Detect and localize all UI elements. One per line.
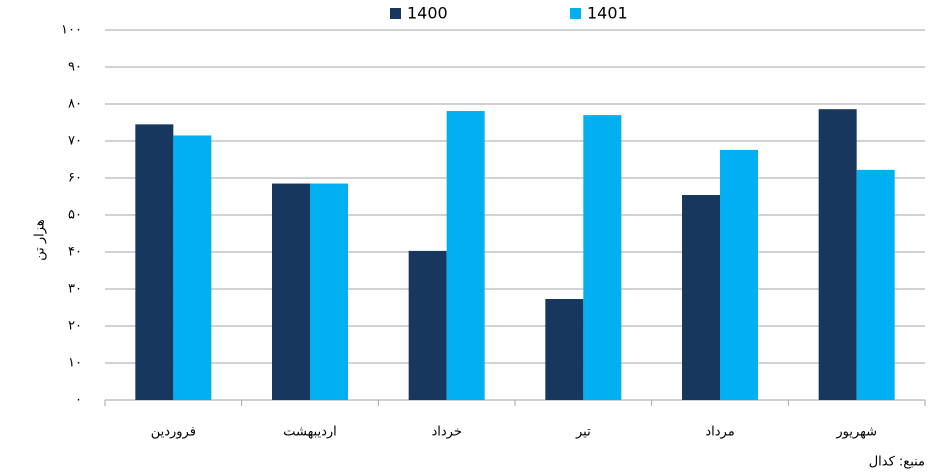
bar (408, 250, 447, 400)
bar (446, 111, 485, 400)
y-tick-label: ۸۰ (68, 97, 82, 112)
x-tick-label: شهریور (835, 425, 877, 440)
y-tick-label: ۱۰۰ (61, 23, 82, 38)
bar (818, 109, 857, 401)
x-tick-label: خرداد (431, 425, 461, 440)
legend-swatch (390, 8, 401, 19)
x-tick-label: مرداد (705, 425, 734, 440)
bar (545, 298, 584, 400)
bar (135, 124, 174, 400)
y-tick-label: ۱۰ (68, 356, 82, 371)
bar (583, 115, 622, 400)
legend-label: 1401 (587, 4, 628, 23)
bar (272, 183, 310, 400)
y-tick-label: ۵۰ (68, 208, 82, 223)
y-tick-label: ۶۰ (68, 171, 82, 186)
bar (682, 195, 720, 400)
bar (720, 149, 758, 400)
bar (856, 169, 895, 400)
legend-swatch (570, 8, 581, 19)
y-tick-label: ۹۰ (68, 60, 82, 75)
bar (310, 183, 348, 400)
x-tick-label: اردیبهشت (283, 425, 337, 440)
legend-label: 1400 (407, 4, 448, 23)
y-tick-label: ۲۰ (68, 319, 82, 334)
x-tick-label: فروردین (151, 425, 196, 440)
y-tick-label: ۷۰ (68, 134, 82, 149)
y-tick-label: ۳۰ (68, 282, 82, 297)
source-note: منبع: کدال (869, 455, 925, 470)
y-tick-label: ۰ (75, 393, 82, 408)
x-tick-label: تیر (575, 425, 591, 440)
y-axis-label: هزار تن (33, 219, 48, 261)
bar (173, 135, 212, 400)
y-tick-label: ۴۰ (68, 245, 82, 260)
